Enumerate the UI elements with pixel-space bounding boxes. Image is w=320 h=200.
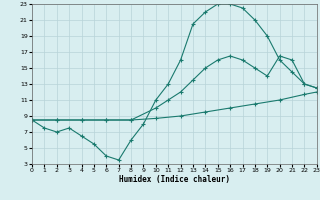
X-axis label: Humidex (Indice chaleur): Humidex (Indice chaleur) [119, 175, 230, 184]
